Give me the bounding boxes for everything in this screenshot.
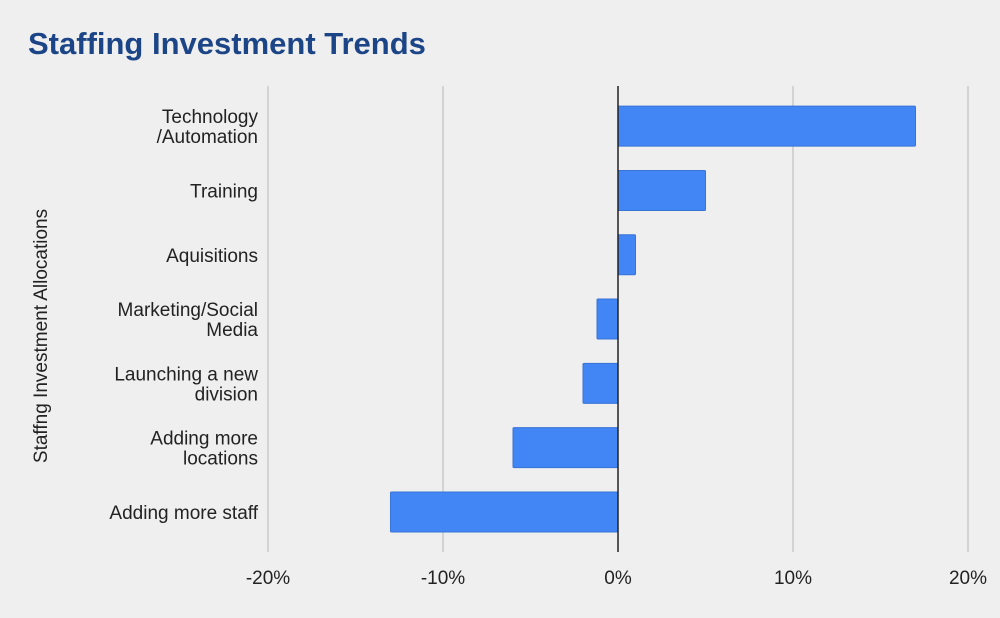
x-tick-label: 0% — [604, 568, 632, 589]
bar — [617, 169, 706, 211]
bar — [596, 298, 619, 340]
category-label: Aquisitions — [166, 246, 258, 267]
chart-title: Staffing Investment Trends — [28, 26, 426, 61]
bar — [390, 491, 619, 533]
category-label: Adding more locations — [150, 429, 258, 470]
category-label: Adding more staff — [109, 503, 258, 524]
category-label: Training — [190, 181, 258, 202]
bar — [512, 427, 619, 469]
bar — [617, 105, 916, 147]
x-tick-label: -10% — [421, 568, 465, 589]
x-tick-label: 10% — [774, 568, 812, 589]
y-axis-title: Staffng Investment Allocations — [31, 209, 52, 463]
category-label: Marketing/Social Media — [118, 300, 259, 341]
x-tick-label: -20% — [246, 568, 290, 589]
category-label: Launching a new division — [114, 364, 258, 405]
bar — [617, 234, 636, 276]
x-tick-label: 20% — [949, 568, 987, 589]
bar — [582, 362, 619, 404]
category-label: Technology/Automation — [157, 107, 259, 148]
